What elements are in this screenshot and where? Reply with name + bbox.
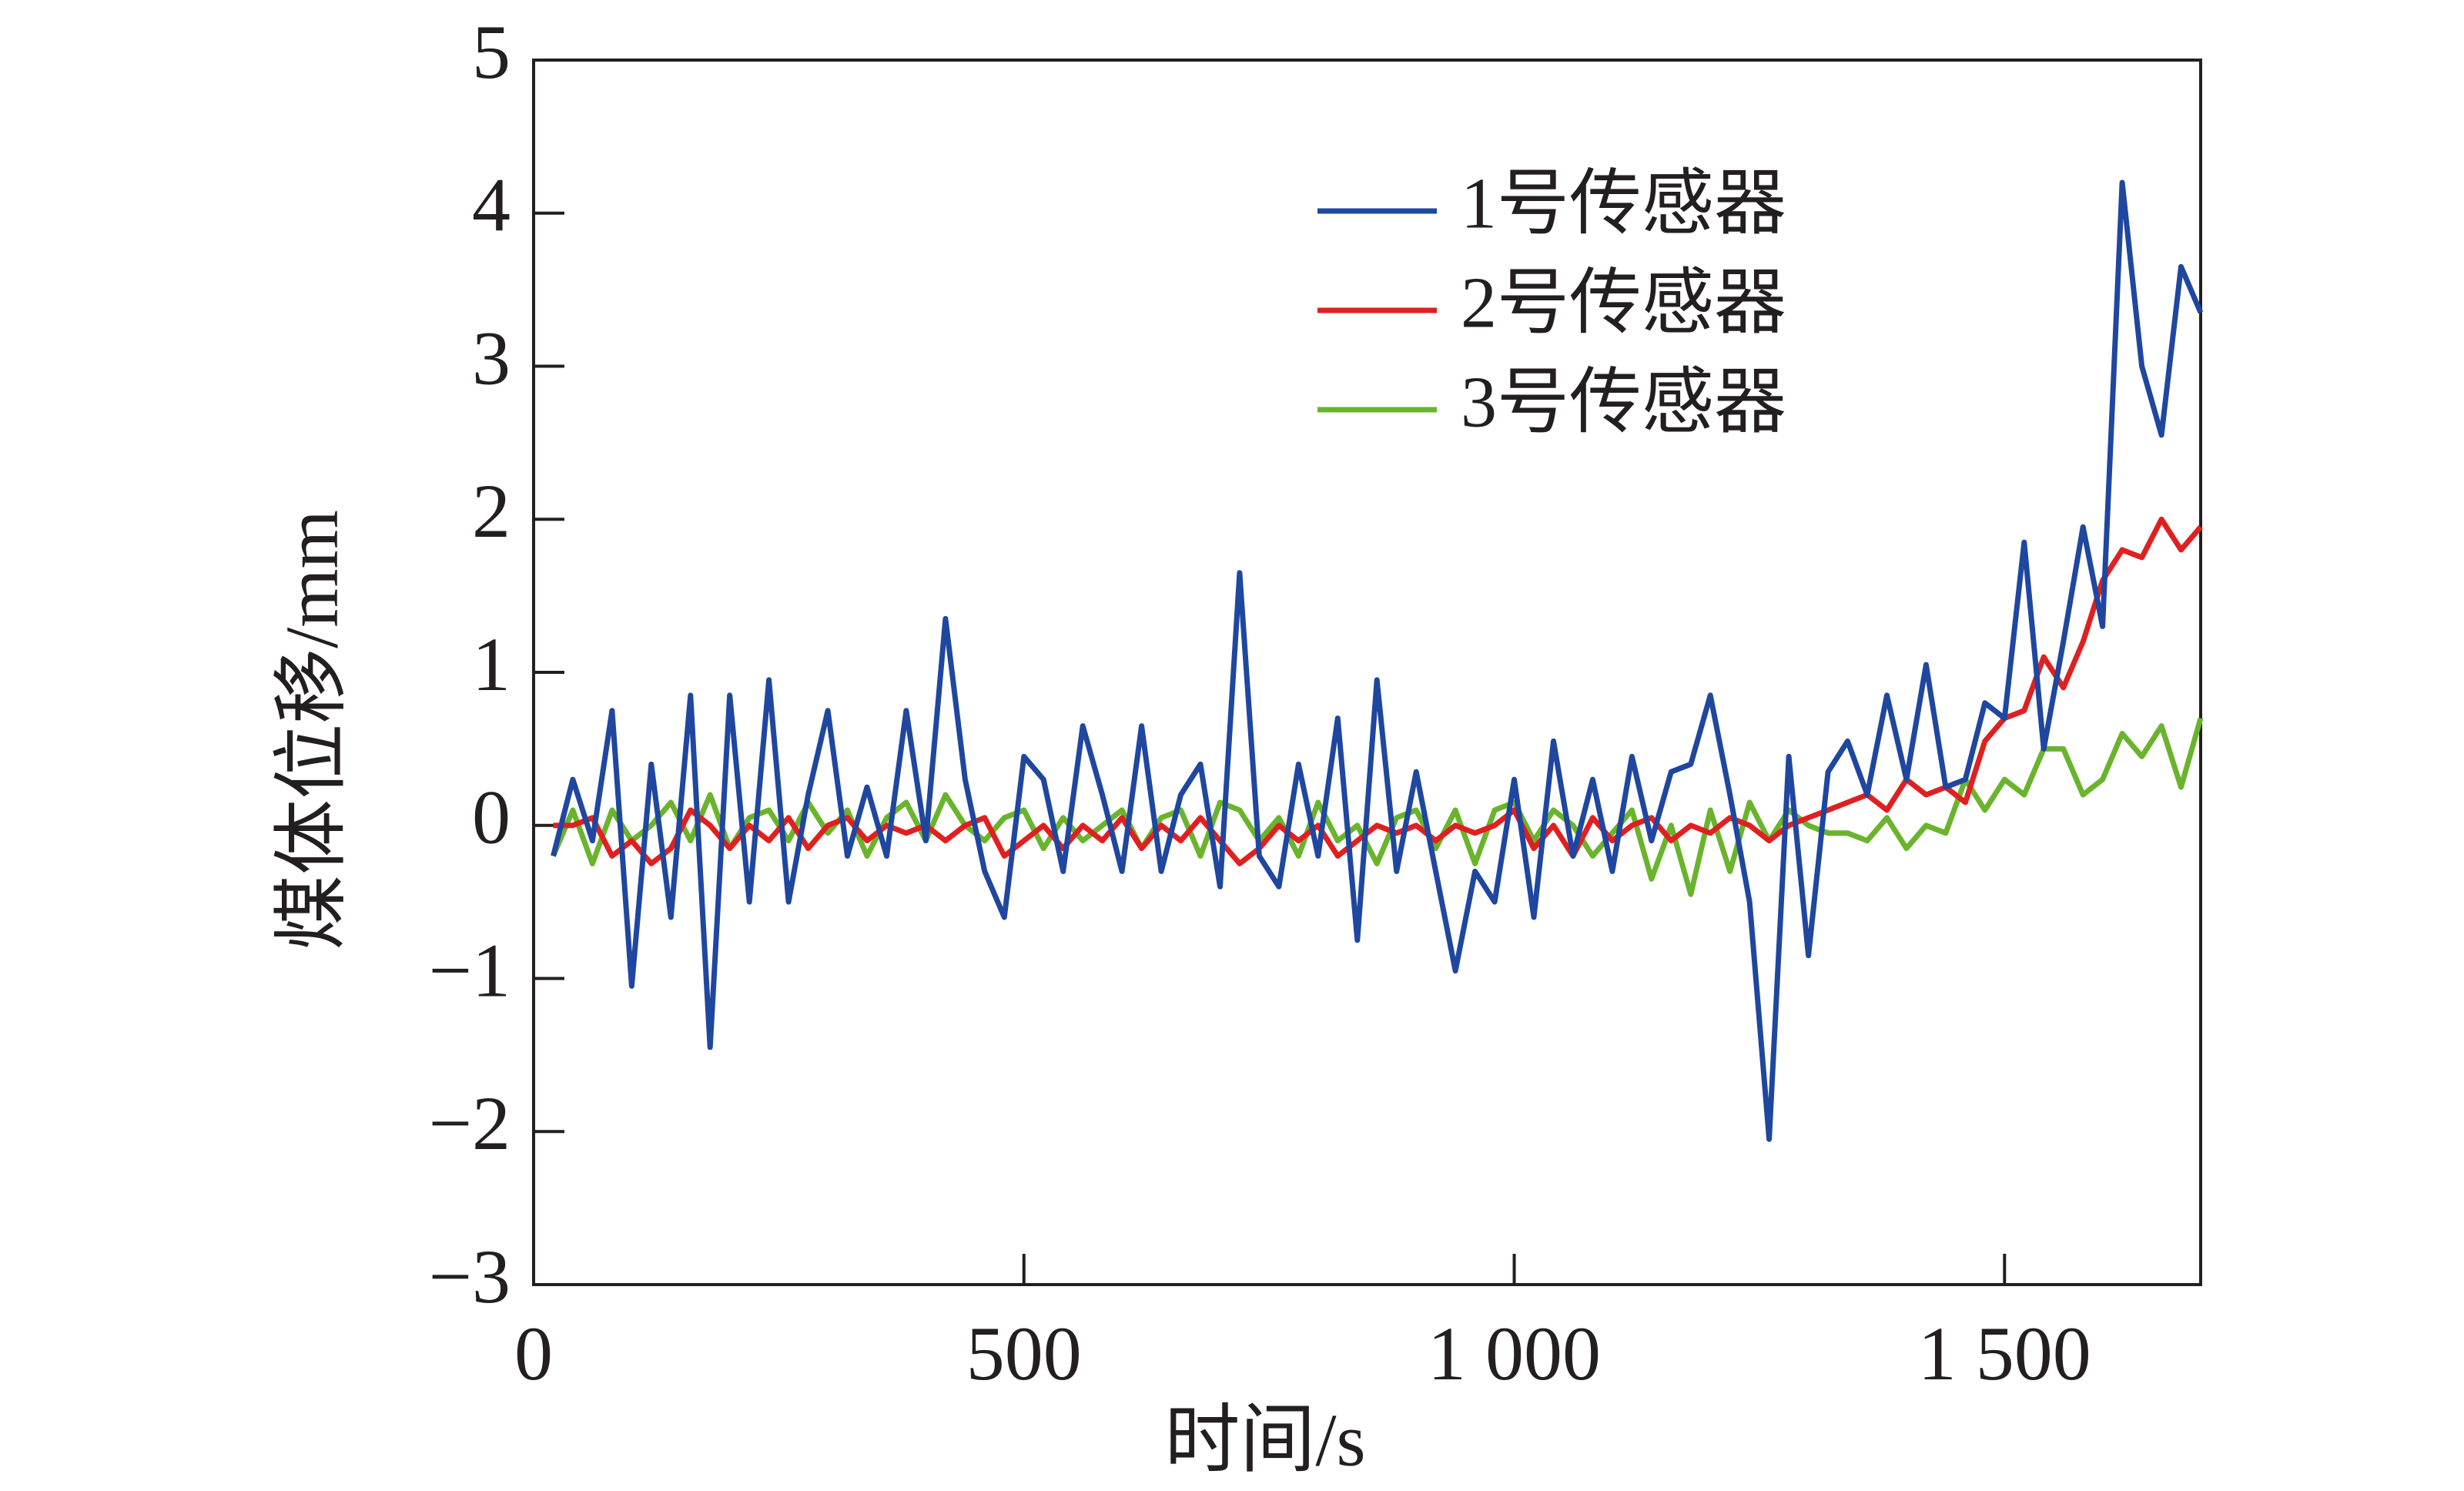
y-tick-label: 4 <box>472 163 511 248</box>
legend-label: 3号传感器 <box>1461 363 1786 443</box>
legend-label: 2号传感器 <box>1461 263 1786 343</box>
x-axis-label: 时间/s <box>1164 1399 1365 1482</box>
plot-frame <box>532 59 2202 1286</box>
x-tick-label: 500 <box>966 1311 1082 1396</box>
y-tick-label: 2 <box>472 468 511 554</box>
y-tick-label: −3 <box>429 1234 511 1319</box>
series-line <box>553 516 2203 866</box>
x-tick-label: 1 500 <box>1918 1311 2091 1396</box>
y-tick-label: 0 <box>472 775 511 860</box>
y-tick-label: 5 <box>472 9 511 95</box>
series-line <box>551 179 2204 1142</box>
y-axis-label: 煤体位移/mm <box>270 510 353 950</box>
legend-label: 1号传感器 <box>1461 164 1786 244</box>
x-tick-label: 0 <box>514 1311 553 1396</box>
y-tick-label: −2 <box>429 1081 511 1166</box>
y-tick-label: 1 <box>472 622 511 707</box>
y-tick-label: −1 <box>429 927 511 1013</box>
x-tick-label: 1 000 <box>1428 1311 1601 1396</box>
y-tick-label: 3 <box>472 315 511 400</box>
series-line <box>551 717 2204 897</box>
